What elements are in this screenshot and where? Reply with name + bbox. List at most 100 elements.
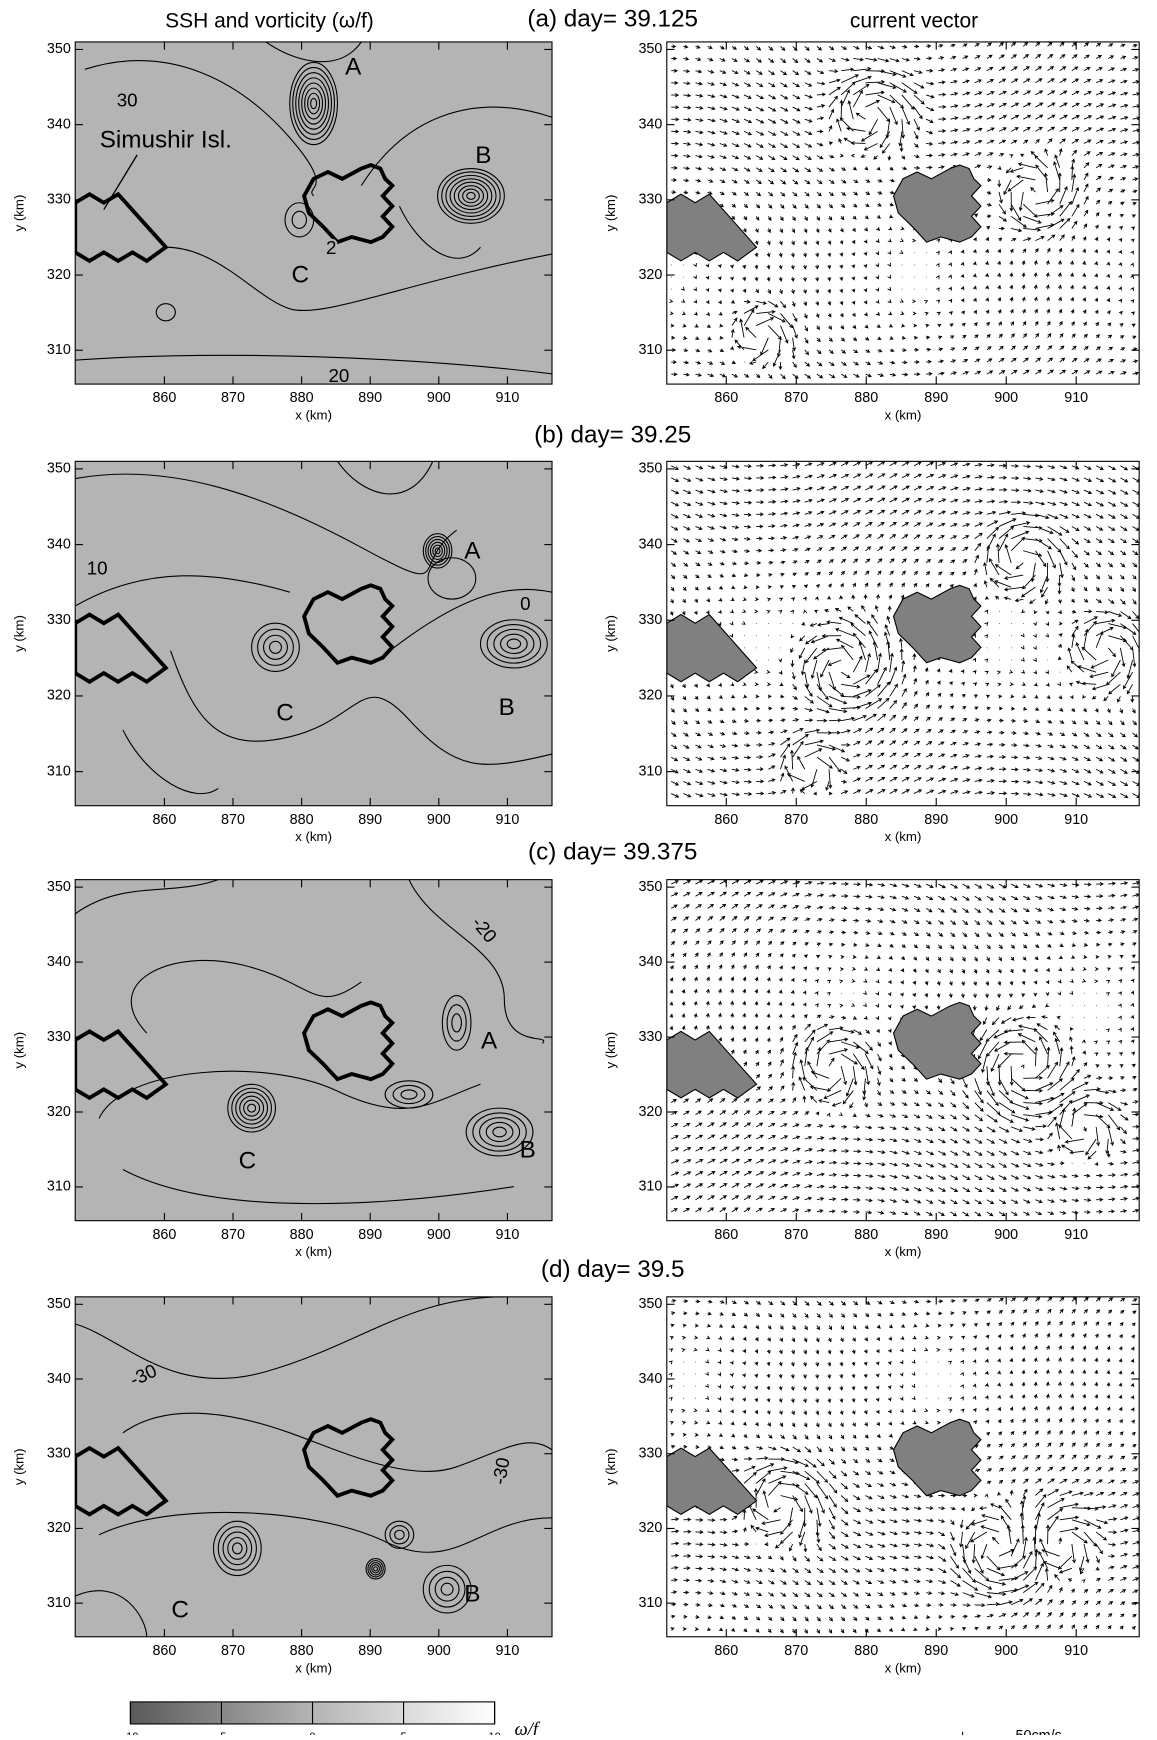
x-tick-label: 910 bbox=[495, 812, 519, 828]
ssh-contour bbox=[486, 1122, 513, 1141]
x-tick-label: 900 bbox=[994, 1643, 1018, 1659]
ssh-contour bbox=[480, 1118, 520, 1147]
plot-area bbox=[75, 1296, 553, 1637]
x-tick-label: 870 bbox=[221, 812, 245, 828]
x-tick-label: 860 bbox=[714, 1643, 738, 1659]
ssh-contour bbox=[266, 42, 361, 62]
ssh-contour bbox=[467, 192, 475, 199]
x-tick-label: 880 bbox=[290, 1643, 314, 1659]
ssh-contour bbox=[430, 542, 444, 559]
ssh-contour bbox=[423, 1565, 471, 1613]
y-axis-label: y (km) bbox=[12, 1032, 27, 1069]
x-tick-label: 880 bbox=[854, 1643, 878, 1659]
annotation: 10 bbox=[87, 557, 108, 578]
x-tick-label: 890 bbox=[358, 1643, 382, 1659]
vorticity-field bbox=[75, 879, 553, 1221]
x-tick-label: 860 bbox=[152, 1643, 176, 1659]
x-axis-label: x (km) bbox=[295, 408, 332, 423]
plot-area bbox=[666, 41, 1140, 385]
y-tick-label: 340 bbox=[47, 536, 71, 552]
x-tick-label: 860 bbox=[152, 812, 176, 828]
x-axis-label: x (km) bbox=[295, 1244, 332, 1259]
colorbar-tick-label: 0 bbox=[309, 1731, 315, 1735]
y-axis-label: y (km) bbox=[12, 1448, 27, 1485]
vorticity-field bbox=[75, 1296, 553, 1637]
y-tick-label: 330 bbox=[638, 1446, 662, 1462]
annotation: B bbox=[464, 1580, 480, 1607]
x-axis-label: x (km) bbox=[885, 408, 922, 423]
ssh-contour bbox=[473, 1113, 526, 1151]
ssh-contour bbox=[171, 651, 552, 765]
y-tick-label: 320 bbox=[638, 688, 662, 704]
ssh-contour bbox=[305, 88, 323, 119]
y-tick-label: 310 bbox=[638, 1595, 662, 1611]
x-tick-label: 870 bbox=[784, 812, 808, 828]
x-tick-label: 900 bbox=[427, 390, 451, 406]
island bbox=[302, 583, 395, 666]
y-tick-label: 350 bbox=[47, 461, 71, 477]
ssh-contour bbox=[442, 172, 500, 220]
plot-area bbox=[75, 461, 553, 805]
contour-panel: A B C 10 0 (b) day= 39.25 860 870 880 890 900 910 31… bbox=[12, 421, 692, 844]
ssh-contour bbox=[123, 730, 218, 794]
y-tick-label: 350 bbox=[638, 461, 662, 477]
panel-title: (d) day= 39.5 bbox=[541, 1256, 685, 1283]
ssh-contour bbox=[393, 1085, 425, 1103]
x-tick-label: 910 bbox=[1064, 812, 1088, 828]
ssh-contour bbox=[75, 355, 552, 374]
ssh-contour bbox=[447, 1005, 466, 1041]
y-tick-label: 310 bbox=[638, 342, 662, 358]
island bbox=[892, 584, 982, 664]
annotation: A bbox=[464, 537, 481, 564]
annotation: A bbox=[481, 1027, 498, 1054]
x-tick-label: 890 bbox=[924, 390, 948, 406]
ssh-contour bbox=[228, 1538, 247, 1560]
ssh-contour bbox=[131, 960, 361, 1033]
colorbar-tick-label: 5 bbox=[400, 1731, 406, 1735]
ssh-contour bbox=[302, 83, 326, 124]
y-tick-label: 350 bbox=[47, 41, 71, 57]
y-tick-label: 350 bbox=[638, 1296, 662, 1312]
contour-panel: A B C Simushir Isl. 30 2 20 (a) day= 39.125 SSH … bbox=[12, 5, 699, 422]
y-tick-label: 310 bbox=[47, 1179, 71, 1195]
ssh-contour bbox=[123, 1413, 552, 1471]
annotation: C bbox=[276, 700, 294, 727]
ssh-contour bbox=[232, 1088, 272, 1128]
y-tick-label: 320 bbox=[47, 688, 71, 704]
plot-area bbox=[666, 1296, 1140, 1637]
ssh-contour bbox=[236, 1092, 268, 1124]
panel-title: (a) day= 39.125 bbox=[527, 5, 698, 32]
island bbox=[892, 164, 982, 243]
x-tick-label: 880 bbox=[854, 812, 878, 828]
ssh-contour bbox=[228, 1084, 276, 1132]
y-tick-label: 310 bbox=[47, 342, 71, 358]
ssh-contour bbox=[292, 211, 306, 228]
island bbox=[75, 191, 169, 264]
island bbox=[302, 1000, 396, 1082]
plot-frame bbox=[666, 879, 1140, 1222]
x-tick-label: 900 bbox=[994, 812, 1018, 828]
ssh-contour bbox=[366, 1559, 385, 1579]
x-tick-label: 900 bbox=[427, 1643, 451, 1659]
ssh-contour bbox=[166, 247, 552, 310]
ssh-contour bbox=[213, 1521, 261, 1575]
plot-frame bbox=[74, 460, 553, 807]
y-tick-label: 340 bbox=[47, 1371, 71, 1387]
current-vectors bbox=[669, 461, 1140, 798]
x-tick-label: 900 bbox=[427, 812, 451, 828]
panel-title: (b) day= 39.25 bbox=[534, 421, 691, 448]
island bbox=[75, 1445, 169, 1517]
y-tick-label: 340 bbox=[47, 116, 71, 132]
plot-area bbox=[75, 879, 553, 1221]
x-axis-label: x (km) bbox=[295, 829, 332, 844]
y-tick-label: 330 bbox=[638, 1029, 662, 1045]
ssh-contour bbox=[446, 175, 496, 216]
ssh-contour bbox=[385, 1081, 433, 1108]
island bbox=[892, 1418, 982, 1497]
y-tick-label: 330 bbox=[47, 1446, 71, 1462]
y-tick-label: 320 bbox=[47, 1520, 71, 1536]
x-tick-label: 910 bbox=[1064, 1643, 1088, 1659]
x-tick-label: 870 bbox=[784, 1643, 808, 1659]
